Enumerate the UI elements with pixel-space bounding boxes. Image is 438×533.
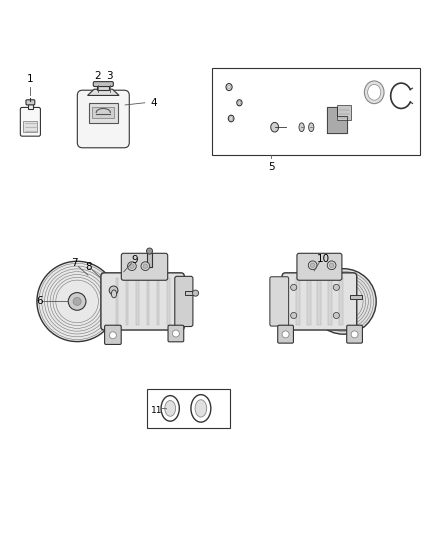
Text: 3: 3 [106, 71, 113, 82]
Ellipse shape [90, 141, 117, 144]
FancyBboxPatch shape [270, 277, 289, 326]
Ellipse shape [271, 123, 279, 132]
Circle shape [146, 248, 152, 254]
Bar [328, 278, 332, 325]
Text: 8: 8 [85, 262, 92, 272]
Ellipse shape [230, 117, 233, 120]
Circle shape [73, 297, 81, 305]
Text: 9: 9 [132, 255, 138, 265]
Ellipse shape [195, 400, 207, 417]
FancyBboxPatch shape [297, 253, 342, 280]
Circle shape [143, 264, 148, 268]
FancyBboxPatch shape [347, 325, 362, 343]
Ellipse shape [227, 85, 231, 89]
Ellipse shape [161, 395, 179, 421]
Bar [350, 295, 362, 299]
Circle shape [333, 312, 339, 319]
FancyBboxPatch shape [278, 325, 293, 343]
Ellipse shape [299, 123, 304, 132]
Circle shape [192, 290, 198, 296]
Ellipse shape [364, 81, 384, 103]
Circle shape [173, 330, 180, 337]
Circle shape [68, 293, 86, 310]
Circle shape [291, 284, 297, 290]
Bar [89, 103, 118, 123]
Text: 4: 4 [150, 98, 157, 108]
Circle shape [141, 262, 150, 271]
FancyBboxPatch shape [106, 275, 126, 328]
FancyBboxPatch shape [78, 90, 129, 148]
Text: 6: 6 [36, 296, 42, 306]
Bar [296, 278, 300, 325]
Ellipse shape [309, 123, 314, 132]
Bar [126, 278, 128, 325]
FancyBboxPatch shape [121, 253, 168, 280]
Ellipse shape [111, 290, 117, 298]
FancyBboxPatch shape [93, 82, 113, 86]
Circle shape [333, 284, 339, 290]
Circle shape [109, 286, 118, 295]
Ellipse shape [367, 84, 381, 100]
Ellipse shape [226, 84, 232, 91]
Circle shape [311, 269, 376, 334]
Bar [157, 278, 159, 325]
Polygon shape [326, 107, 347, 133]
Ellipse shape [238, 101, 241, 104]
Bar [212, 68, 420, 155]
Circle shape [110, 332, 117, 339]
Bar [339, 278, 343, 325]
Circle shape [37, 261, 117, 342]
Ellipse shape [165, 400, 176, 416]
Circle shape [339, 297, 347, 305]
Bar [98, 84, 109, 90]
Circle shape [291, 312, 297, 319]
Circle shape [335, 293, 352, 310]
Text: 1: 1 [27, 74, 34, 84]
FancyBboxPatch shape [26, 100, 35, 105]
Circle shape [127, 262, 136, 271]
FancyBboxPatch shape [282, 273, 357, 330]
Bar [184, 292, 195, 295]
Circle shape [327, 261, 336, 270]
Ellipse shape [228, 115, 234, 122]
Circle shape [329, 263, 334, 268]
FancyBboxPatch shape [168, 325, 184, 342]
Text: 11: 11 [151, 406, 163, 415]
Circle shape [130, 264, 134, 268]
Bar [167, 278, 170, 325]
Circle shape [308, 261, 317, 270]
Circle shape [311, 263, 315, 268]
Bar [23, 121, 37, 132]
Bar [307, 278, 311, 325]
Bar [147, 389, 230, 428]
Ellipse shape [191, 394, 211, 422]
Bar [28, 104, 33, 109]
Bar [116, 278, 118, 325]
Ellipse shape [237, 100, 242, 106]
Bar [147, 253, 152, 267]
Text: 7: 7 [71, 259, 78, 269]
FancyBboxPatch shape [20, 108, 40, 136]
FancyBboxPatch shape [101, 273, 184, 330]
Bar [318, 278, 321, 325]
Text: 5: 5 [268, 161, 275, 172]
Bar [137, 278, 139, 325]
FancyBboxPatch shape [105, 325, 121, 344]
Polygon shape [88, 89, 119, 95]
Circle shape [282, 331, 289, 338]
Text: 10: 10 [316, 254, 329, 264]
Ellipse shape [113, 284, 117, 319]
FancyBboxPatch shape [175, 276, 193, 327]
Circle shape [351, 331, 358, 338]
Bar [147, 278, 149, 325]
Text: 2: 2 [94, 71, 101, 82]
Bar [92, 107, 114, 118]
Bar [337, 104, 351, 120]
